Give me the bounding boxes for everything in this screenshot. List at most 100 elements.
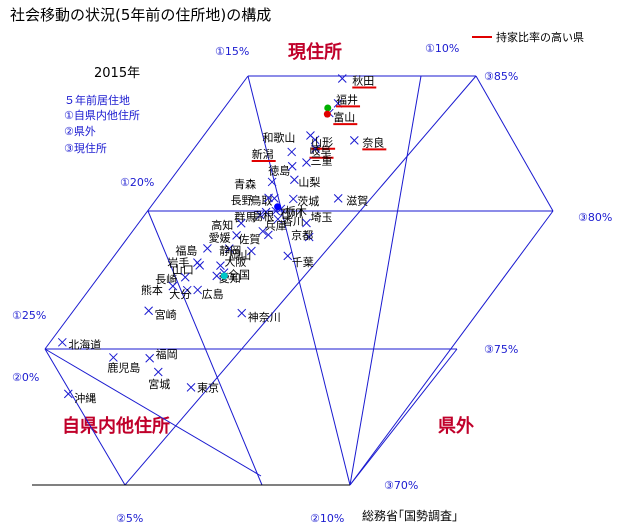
point-cross — [267, 177, 277, 187]
point-label: 和歌山 — [262, 130, 295, 144]
data-point: 沖縄 — [63, 389, 96, 405]
data-point: 茨城 — [288, 194, 319, 208]
tick-label: ③70% — [384, 479, 418, 492]
data-point: 愛知 — [212, 271, 241, 285]
data-point: 富山 — [324, 108, 358, 126]
point-label: 富山 — [333, 110, 355, 124]
point-cross — [310, 135, 320, 145]
point-cross — [302, 218, 311, 228]
grid-line — [349, 210, 554, 486]
point-label: 茨城 — [297, 194, 319, 208]
point-label: 石川 — [280, 207, 302, 220]
data-point: 広島 — [193, 285, 224, 301]
data-point: 大分 — [169, 285, 192, 301]
point-label: 香川 — [282, 215, 304, 228]
marker-dot — [324, 104, 332, 112]
point-label: 広島 — [202, 287, 224, 301]
point-cross — [304, 232, 314, 242]
point-label: 兵庫 — [265, 218, 287, 232]
data-point: 福島 — [175, 243, 212, 257]
point-cross — [349, 135, 359, 145]
point-label: 沖縄 — [74, 391, 96, 405]
point-cross — [306, 131, 315, 140]
point-label: 徳島 — [268, 163, 290, 177]
data-point: 鳥取 — [250, 193, 279, 207]
data-point: 東京 — [186, 380, 219, 394]
point-label: 京都 — [291, 228, 313, 242]
point-cross — [237, 308, 247, 318]
point-label: 大分 — [169, 287, 191, 301]
point-cross — [261, 207, 271, 217]
point-label: 島根 — [252, 209, 274, 223]
point-label: 青森 — [234, 177, 256, 191]
data-point: 北海道 — [57, 337, 101, 351]
tick-label: ②10% — [310, 512, 344, 525]
data-point: 岡山 — [229, 246, 256, 262]
point-label: 愛媛 — [209, 230, 231, 244]
data-point: 兵庫 — [258, 218, 287, 236]
tick-label: ③75% — [484, 343, 518, 356]
tick-label: ③85% — [484, 70, 518, 83]
legend-line: ③現住所 — [64, 141, 107, 155]
data-point: 徳島 — [268, 161, 297, 177]
point-cross — [276, 204, 286, 214]
data-point: 熊本 — [141, 281, 178, 297]
point-cross — [287, 147, 297, 157]
data-point: 岐阜 — [309, 144, 334, 159]
point-cross — [337, 74, 347, 83]
point-cross — [247, 246, 256, 256]
data-point: 長崎 — [155, 272, 190, 286]
point-label: 埼玉 — [310, 210, 332, 224]
data-point: 神奈川 — [237, 308, 281, 324]
grid-line — [44, 348, 126, 486]
point-cross — [287, 161, 297, 171]
point-cross — [63, 389, 73, 399]
legend-red-label: 持家比率の高い県 — [496, 30, 584, 44]
point-label: 長野 — [231, 194, 253, 207]
tick-label: ①10% — [425, 42, 459, 55]
data-point: 青森 — [234, 177, 277, 191]
point-label: 栃木 — [285, 204, 307, 218]
data-point: 静岡 — [219, 244, 241, 258]
point-cross — [203, 243, 212, 253]
point-cross — [333, 194, 343, 203]
point-label: 静岡 — [219, 244, 241, 258]
point-cross — [302, 158, 311, 167]
data-point: 福岡 — [145, 347, 178, 363]
point-label: 鳥取 — [250, 193, 272, 207]
point-cross — [144, 306, 154, 316]
point-label: 宮城 — [148, 377, 170, 391]
legend-components: ５年前居住地 ①自県内他住所 ②県外 ③現住所 — [64, 93, 140, 155]
data-point: 島根 — [252, 207, 274, 223]
point-label: 岡山 — [229, 249, 251, 262]
point-cross — [264, 193, 273, 203]
point-cross — [333, 98, 343, 108]
point-cross — [224, 244, 234, 253]
point-label: 鹿児島 — [107, 360, 140, 374]
data-point: 新潟 — [251, 147, 297, 162]
chart-year: 2015年 — [94, 66, 140, 81]
point-cross — [193, 285, 203, 295]
data-point: 千葉 — [283, 251, 314, 269]
data-point: 山形 — [310, 135, 336, 150]
data-point: 奈良 — [349, 135, 387, 151]
point-label: 全国 — [228, 268, 250, 282]
tick-labels: ①15% ①10% ③85% ①20% ③80% ①25% ③75% ②0% ③… — [12, 42, 612, 525]
point-cross — [236, 218, 246, 228]
point-cross — [232, 231, 241, 240]
point-label: 新潟 — [252, 147, 274, 161]
data-point: 栃木 — [276, 204, 307, 218]
legend-line: ５年前居住地 — [64, 93, 130, 107]
legend-line: ②県外 — [64, 125, 96, 138]
grid-line — [44, 348, 262, 477]
data-point: 埼玉 — [302, 210, 332, 228]
data-point: 佐賀 — [238, 230, 273, 246]
chart-title: 社会移動の状況(5年前の住所地)の構成 — [10, 6, 271, 24]
point-label: 東京 — [197, 380, 219, 394]
point-label: 山形 — [311, 136, 333, 149]
grid-line — [44, 75, 249, 350]
corner-within: 自県内他住所 — [62, 415, 170, 437]
point-label: 岩手 — [167, 256, 189, 270]
